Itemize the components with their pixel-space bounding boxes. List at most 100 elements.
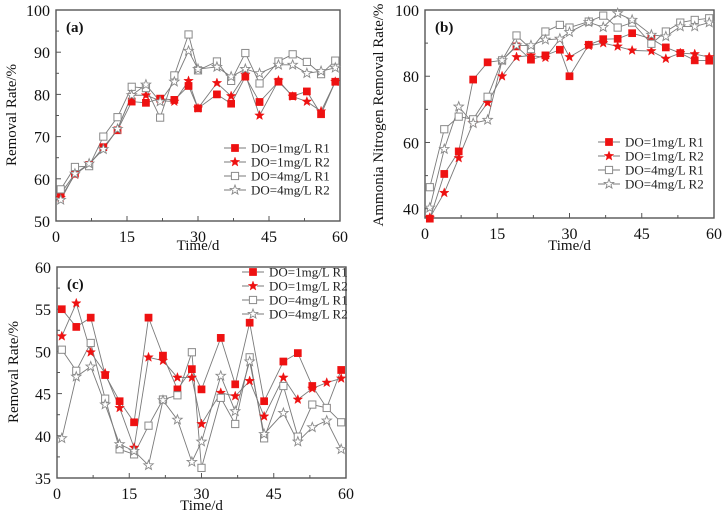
data-point [496, 70, 508, 81]
y-tick-label: 60 [34, 172, 50, 189]
data-point [258, 410, 270, 421]
data-point [646, 45, 657, 56]
y-tick-label: 55 [35, 302, 51, 319]
legend-label: DO=4mg/L R1 [269, 293, 348, 308]
legend-label: DO=4mg/L R2 [625, 177, 704, 192]
data-point [216, 393, 225, 402]
data-point [84, 360, 97, 372]
data-point [337, 418, 346, 427]
data-point [329, 61, 342, 73]
data-point [690, 56, 699, 65]
data-point [628, 29, 636, 38]
data-point [322, 403, 331, 413]
data-point [229, 405, 242, 417]
chart-a: 0 15 30 45 60 50 60 70 80 90 100 Time/d Removal Rate… [4, 3, 348, 254]
series-markers-2 [424, 33, 715, 223]
x-tick-label: 15 [119, 229, 135, 246]
data-point [438, 142, 451, 155]
data-point [321, 377, 333, 388]
series-line [61, 301, 342, 450]
x-axis-title: Time/d [180, 498, 223, 514]
data-point [469, 75, 478, 84]
data-point [86, 313, 95, 322]
data-point [303, 87, 311, 96]
data-point [144, 421, 153, 430]
legend-label: DO=4mg/L R1 [251, 169, 330, 184]
y-tick-label: 90 [34, 45, 50, 62]
data-point [139, 78, 152, 90]
x-tick-label: 0 [421, 226, 429, 243]
data-point [154, 95, 167, 107]
data-point [99, 398, 112, 410]
data-point [273, 74, 284, 85]
y-tick-label: 70 [34, 130, 50, 147]
data-point [563, 25, 576, 38]
data-point [645, 28, 658, 40]
data-point [173, 391, 182, 400]
data-point [213, 90, 221, 99]
data-point [56, 330, 68, 341]
data-point [168, 75, 181, 87]
data-point [128, 444, 141, 457]
data-point [156, 394, 169, 406]
y-axis-title: Ammonia Nitrogen Removal Rate/% [371, 4, 387, 227]
legend-label: DO=1mg/L R2 [269, 279, 348, 294]
x-tick-label: 45 [261, 229, 277, 246]
data-point [482, 97, 493, 108]
data-point [440, 170, 449, 178]
legend-marker [603, 150, 615, 161]
data-point [553, 32, 566, 44]
data-point [293, 349, 302, 357]
data-point [555, 20, 564, 30]
data-point [185, 455, 198, 468]
data-point [130, 418, 138, 427]
data-point [292, 393, 304, 405]
data-point [245, 318, 254, 327]
data-point [56, 185, 65, 194]
data-point [467, 116, 480, 129]
data-point [483, 58, 492, 67]
data-point [70, 370, 83, 382]
data-point [660, 53, 672, 64]
data-point [169, 95, 180, 107]
series-markers-4 [54, 44, 342, 205]
y-tick-label: 100 [395, 3, 419, 20]
data-point [195, 435, 208, 447]
data-point [272, 58, 285, 70]
data-point [300, 67, 313, 79]
data-point [423, 201, 436, 213]
data-point [255, 79, 264, 88]
data-point [688, 20, 701, 32]
chart-b: 0 15 30 45 60 40 60 80 100 Time/d Ammonia Nitrogen… [371, 3, 722, 254]
data-point [99, 132, 108, 141]
data-point [184, 30, 193, 39]
data-point [540, 52, 551, 63]
y-tick-label: 50 [34, 214, 50, 231]
data-point [156, 113, 165, 122]
data-point [320, 414, 333, 426]
data-point [225, 70, 238, 82]
data-point [225, 90, 237, 101]
series-2 [61, 301, 342, 450]
data-point [674, 20, 687, 32]
series-markers-4 [55, 355, 348, 471]
data-point [689, 48, 701, 59]
data-point [288, 50, 297, 59]
data-point [659, 30, 672, 42]
data-point [86, 338, 95, 348]
x-tick-label: 15 [489, 226, 505, 243]
data-point [83, 157, 96, 169]
data-point [142, 459, 155, 471]
legend-label: DO=1mg/L R2 [251, 155, 330, 170]
data-point [454, 112, 463, 121]
data-point [57, 345, 66, 354]
data-point [525, 49, 537, 60]
y-axis-title: Removal Rate/% [6, 321, 22, 423]
data-point [597, 37, 609, 48]
data-point [277, 406, 290, 419]
legend-marker [603, 177, 615, 190]
data-point [157, 355, 169, 366]
data-point [240, 68, 251, 80]
series-markers-4 [423, 7, 716, 213]
